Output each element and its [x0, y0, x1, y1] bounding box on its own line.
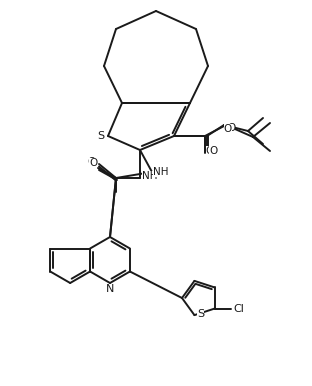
- Text: Cl: Cl: [233, 303, 244, 313]
- Text: O: O: [227, 123, 235, 133]
- Text: NH: NH: [153, 167, 169, 177]
- Text: O: O: [89, 158, 97, 168]
- Text: O: O: [206, 146, 214, 156]
- Text: O: O: [87, 157, 95, 167]
- Text: O: O: [224, 124, 232, 134]
- Text: S: S: [197, 309, 204, 319]
- Text: NH: NH: [142, 171, 158, 181]
- Text: N: N: [106, 284, 114, 294]
- Text: S: S: [97, 131, 105, 141]
- Text: O: O: [209, 146, 217, 156]
